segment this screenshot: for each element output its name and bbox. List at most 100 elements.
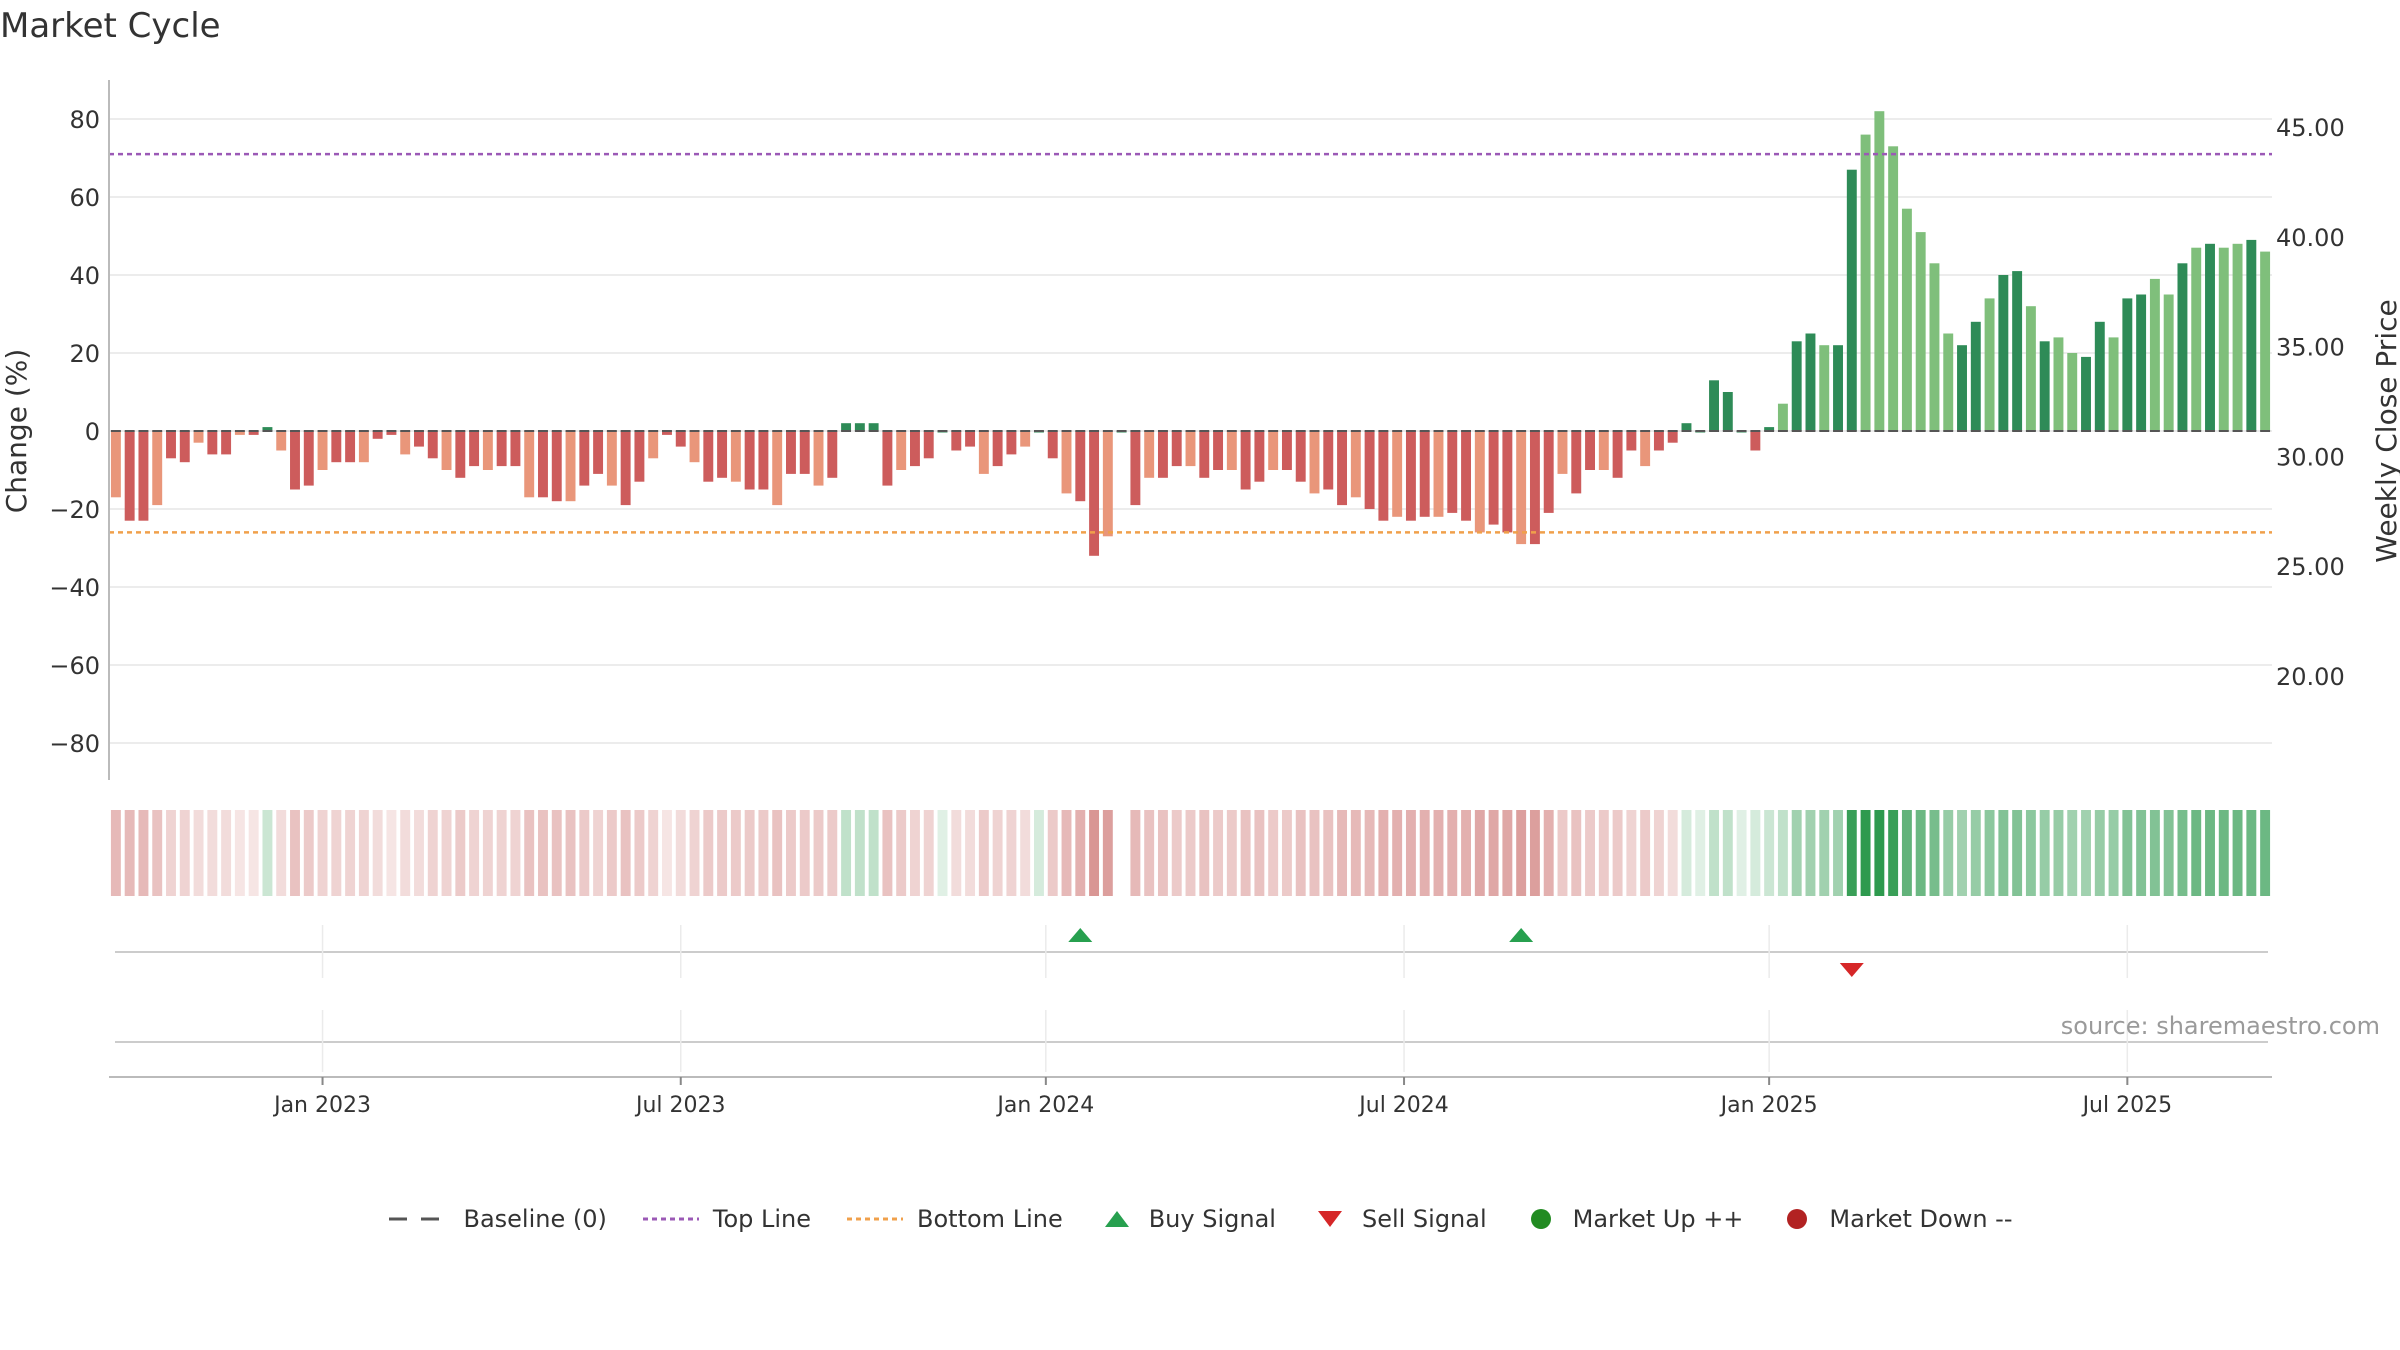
bars (110, 111, 2271, 556)
bar (1791, 341, 1802, 431)
heat-cell (1805, 810, 1816, 896)
legend-sell-signal[interactable]: Sell Signal (1310, 1205, 1487, 1233)
bar (758, 431, 769, 490)
bar (317, 431, 328, 470)
bar (882, 431, 893, 486)
heat-cell (2108, 810, 2119, 896)
heat-cell (1006, 810, 1017, 896)
bar (386, 431, 397, 435)
bar (2039, 341, 2050, 431)
heat-cell (427, 810, 438, 896)
red-dot-icon (1787, 1209, 1808, 1229)
heat-cell (1392, 810, 1403, 896)
legend-baseline[interactable]: Baseline (0) (387, 1205, 607, 1233)
bar (1392, 431, 1403, 517)
heat-cell (1998, 810, 2009, 896)
bar (2177, 263, 2188, 431)
x-tick-label: Jan 2025 (1719, 1093, 1818, 1118)
heat-cell (717, 810, 728, 896)
bar (1047, 431, 1058, 459)
heat-cell (2053, 810, 2064, 896)
bar (179, 431, 190, 463)
heat-cell (758, 810, 769, 896)
y2-tick-label: 20.00 (2276, 663, 2345, 691)
heat-cell (2094, 810, 2105, 896)
heat-cell (1695, 810, 1706, 896)
bar (193, 431, 204, 443)
bar (634, 431, 645, 482)
bar (786, 431, 796, 474)
bar (2012, 271, 2023, 431)
legend-market-down[interactable]: Market Down -- (1777, 1205, 2013, 1233)
heat-cell (2177, 810, 2188, 896)
bar (1653, 431, 1664, 451)
heat-cell (2025, 810, 2036, 896)
heat-cell (248, 810, 259, 896)
heat-cell (565, 810, 576, 896)
heat-cell (2149, 810, 2160, 896)
heat-cell (1226, 810, 1237, 896)
bar (606, 431, 617, 486)
bar (1626, 431, 1637, 451)
heat-cell (827, 810, 838, 896)
heat-cell (1337, 810, 1348, 896)
heat-cell (1571, 810, 1582, 896)
bar (1929, 263, 1940, 431)
heat-cell (221, 810, 232, 896)
legend-buy-signal[interactable]: Buy Signal (1097, 1205, 1276, 1233)
heat-cell (1474, 810, 1485, 896)
bar (620, 431, 631, 506)
heat-cell (882, 810, 893, 896)
heat-cell (1915, 810, 1926, 896)
heat-cell (1860, 810, 1871, 896)
bar (1254, 431, 1265, 482)
bar (1874, 111, 1885, 431)
bar (744, 431, 755, 490)
bar (1295, 431, 1306, 482)
buy-signal-marker (1509, 928, 1534, 942)
heat-cell (965, 810, 976, 896)
bar (965, 431, 976, 447)
legend-bottom-line[interactable]: Bottom Line (845, 1205, 1063, 1233)
bar (124, 431, 135, 521)
bar (703, 431, 714, 482)
heat-cell (386, 810, 397, 896)
legend-market-up[interactable]: Market Up ++ (1521, 1205, 1743, 1233)
heat-cell (1502, 810, 1513, 896)
legend-top-line[interactable]: Top Line (641, 1205, 811, 1233)
bar (1709, 380, 1719, 431)
heat-cell (469, 810, 480, 896)
bar (1213, 431, 1224, 470)
heat-cell (992, 810, 1003, 896)
bar (262, 427, 273, 431)
heat-cell (1557, 810, 1568, 896)
green-dot-icon (1530, 1209, 1551, 1229)
bar (1433, 431, 1444, 517)
bar (1350, 431, 1361, 498)
heat-cell (868, 810, 879, 896)
bar (2246, 239, 2257, 431)
bar (2232, 243, 2243, 431)
bar (221, 431, 232, 455)
heat-cell (2191, 810, 2202, 896)
bar (1157, 431, 1168, 478)
bar (524, 431, 535, 498)
heat-cell (2260, 810, 2271, 896)
bar (482, 431, 493, 470)
bar (896, 431, 907, 470)
bar (427, 431, 438, 459)
bar (868, 423, 879, 431)
bar (1860, 134, 1871, 431)
bar (593, 431, 604, 474)
bar (1984, 298, 1995, 431)
bar (234, 431, 245, 435)
bar (2260, 251, 2271, 431)
bar (1240, 431, 1251, 490)
bar (455, 431, 466, 478)
bar (1598, 431, 1609, 470)
bar (2067, 353, 2078, 431)
bar (992, 431, 1003, 467)
bar (648, 431, 659, 459)
heat-cell (2205, 810, 2215, 896)
heat-cell (331, 810, 342, 896)
